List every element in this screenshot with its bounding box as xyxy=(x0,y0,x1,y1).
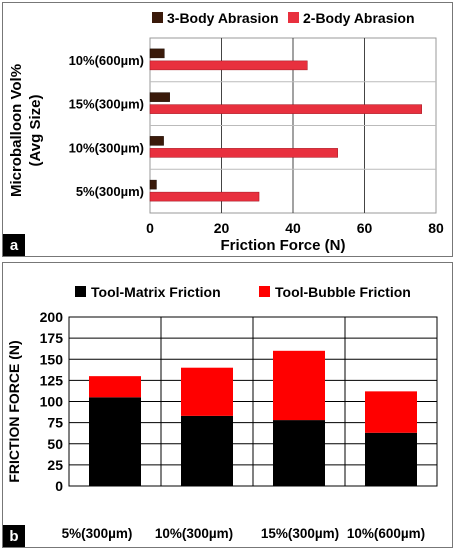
y-tick-label: 0 xyxy=(55,478,63,494)
y-tick-label: 15%(300µm) xyxy=(69,97,144,112)
x-tick-label: 60 xyxy=(357,220,373,236)
x-tick-label: 20 xyxy=(214,220,230,236)
y-tick-label: 5%(300µm) xyxy=(76,184,144,199)
y-tick-label: 200 xyxy=(40,309,64,325)
y-tick-label: 175 xyxy=(40,330,64,346)
x-tick-label: 40 xyxy=(285,220,301,236)
y-tick-label: 25 xyxy=(47,457,63,473)
legend-label-tool-matrix: Tool-Matrix Friction xyxy=(91,284,221,300)
panel-label-a: a xyxy=(3,234,25,256)
bar-3-body-abrasion xyxy=(149,136,164,146)
bar-2-body-abrasion xyxy=(149,60,308,71)
y-tick-label: 50 xyxy=(47,436,63,452)
bar-tool-bubble-friction xyxy=(181,367,233,416)
legend-swatch-tool-bubble xyxy=(259,286,270,297)
bar-tool-matrix-friction xyxy=(181,415,233,486)
x-tick-label: 0 xyxy=(146,220,154,236)
chart-panel-a: 0 20 40 60 80 10%(600µm) 15%(300µm) 10%(300µm) 5… xyxy=(2,2,453,257)
y-axis-label-line-2: (Avg Size) xyxy=(27,95,44,167)
tool-friction-chart: 0 25 50 75 100 125 150 175 200 5%(300µm) 10%(300µm… xyxy=(6,284,438,541)
legend-swatch-2-body xyxy=(288,12,299,23)
bar-tool-bubble-friction xyxy=(89,376,141,398)
bar-tool-bubble-friction xyxy=(365,391,417,433)
y-tick-label: 10%(300µm) xyxy=(69,140,144,155)
bar-2-body-abrasion xyxy=(149,148,338,158)
abrasion-friction-chart: 0 20 40 60 80 10%(600µm) 15%(300µm) 10%(300µm) 5… xyxy=(8,10,444,254)
y-tick-label: 150 xyxy=(40,351,64,367)
bar-tool-bubble-friction xyxy=(273,350,325,421)
legend-swatch-tool-matrix xyxy=(75,286,86,297)
bar-tool-matrix-friction xyxy=(273,420,325,486)
x-tick-label: 10%(300µm) xyxy=(155,526,233,541)
chart-panel-b: 0 25 50 75 100 125 150 175 200 5%(300µm) 10%(300µm… xyxy=(2,262,453,548)
panel-label-b: b xyxy=(3,525,25,547)
x-tick-label: 15%(300µm) xyxy=(261,526,339,541)
y-tick-label: 125 xyxy=(40,372,64,388)
legend-label-tool-bubble: Tool-Bubble Friction xyxy=(275,284,411,300)
y-axis-label: FRICTION FORCE (N) xyxy=(6,340,22,482)
bar-tool-matrix-friction xyxy=(365,432,417,486)
legend-label-2-body: 2-Body Abrasion xyxy=(303,10,415,26)
legend-label-3-body: 3-Body Abrasion xyxy=(167,10,279,26)
x-tick-label: 80 xyxy=(428,220,444,236)
bar-3-body-abrasion xyxy=(149,179,157,190)
legend-swatch-3-body xyxy=(152,12,163,23)
bar-2-body-abrasion xyxy=(149,104,422,114)
bar-3-body-abrasion xyxy=(149,92,170,102)
y-tick-label: 75 xyxy=(47,415,63,431)
bar-tool-matrix-friction xyxy=(89,397,141,486)
x-tick-label: 5%(300µm) xyxy=(62,526,133,541)
x-axis-label: Friction Force (N) xyxy=(220,237,345,254)
x-tick-label: 10%(600µm) xyxy=(347,526,425,541)
y-tick-label: 100 xyxy=(40,394,64,410)
y-axis-label-line-1: Microballoon Vol% xyxy=(8,64,25,197)
bar-2-body-abrasion xyxy=(149,191,260,202)
y-tick-label: 10%(600µm) xyxy=(69,53,144,68)
bar-3-body-abrasion xyxy=(149,48,165,59)
